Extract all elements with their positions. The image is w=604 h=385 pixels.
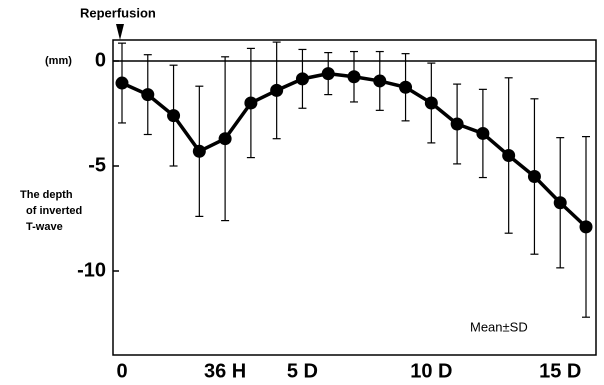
data-point (115, 76, 129, 90)
x-tick-label: 36 H (204, 360, 246, 382)
x-tick-label: 15 D (539, 360, 581, 382)
data-point (373, 74, 387, 88)
y-axis-label: The depth (20, 189, 73, 201)
legend-text: Mean±SD (470, 319, 528, 334)
data-point (502, 149, 516, 162)
data-point (553, 196, 567, 210)
data-point (450, 117, 464, 131)
data-point (399, 80, 413, 94)
y-tick-label: -10 (77, 259, 106, 281)
data-point (295, 72, 309, 86)
plot-frame (112, 39, 597, 356)
x-tick-label: 0 (116, 360, 127, 382)
y-axis-label: T-wave (26, 221, 63, 233)
data-point (141, 88, 155, 102)
x-tick-label: 5 D (287, 360, 318, 382)
data-point (347, 70, 361, 84)
y-axis-label: of inverted (26, 205, 82, 217)
data-point (192, 144, 206, 158)
arrow (116, 24, 124, 40)
data-point (244, 96, 258, 110)
unit-label: (mm) (45, 55, 72, 67)
data-point (167, 109, 181, 123)
x-tick-label: 10 D (410, 360, 452, 382)
data-point (476, 126, 490, 140)
y-tick-label: 0 (95, 49, 106, 71)
data-point (527, 170, 541, 183)
data-point (424, 96, 438, 110)
data-point (270, 83, 284, 97)
data-point (218, 132, 232, 146)
data-point (321, 67, 335, 81)
data-point (579, 220, 593, 234)
annotation: Reperfusion (80, 5, 156, 20)
y-tick-label: -5 (88, 154, 106, 176)
